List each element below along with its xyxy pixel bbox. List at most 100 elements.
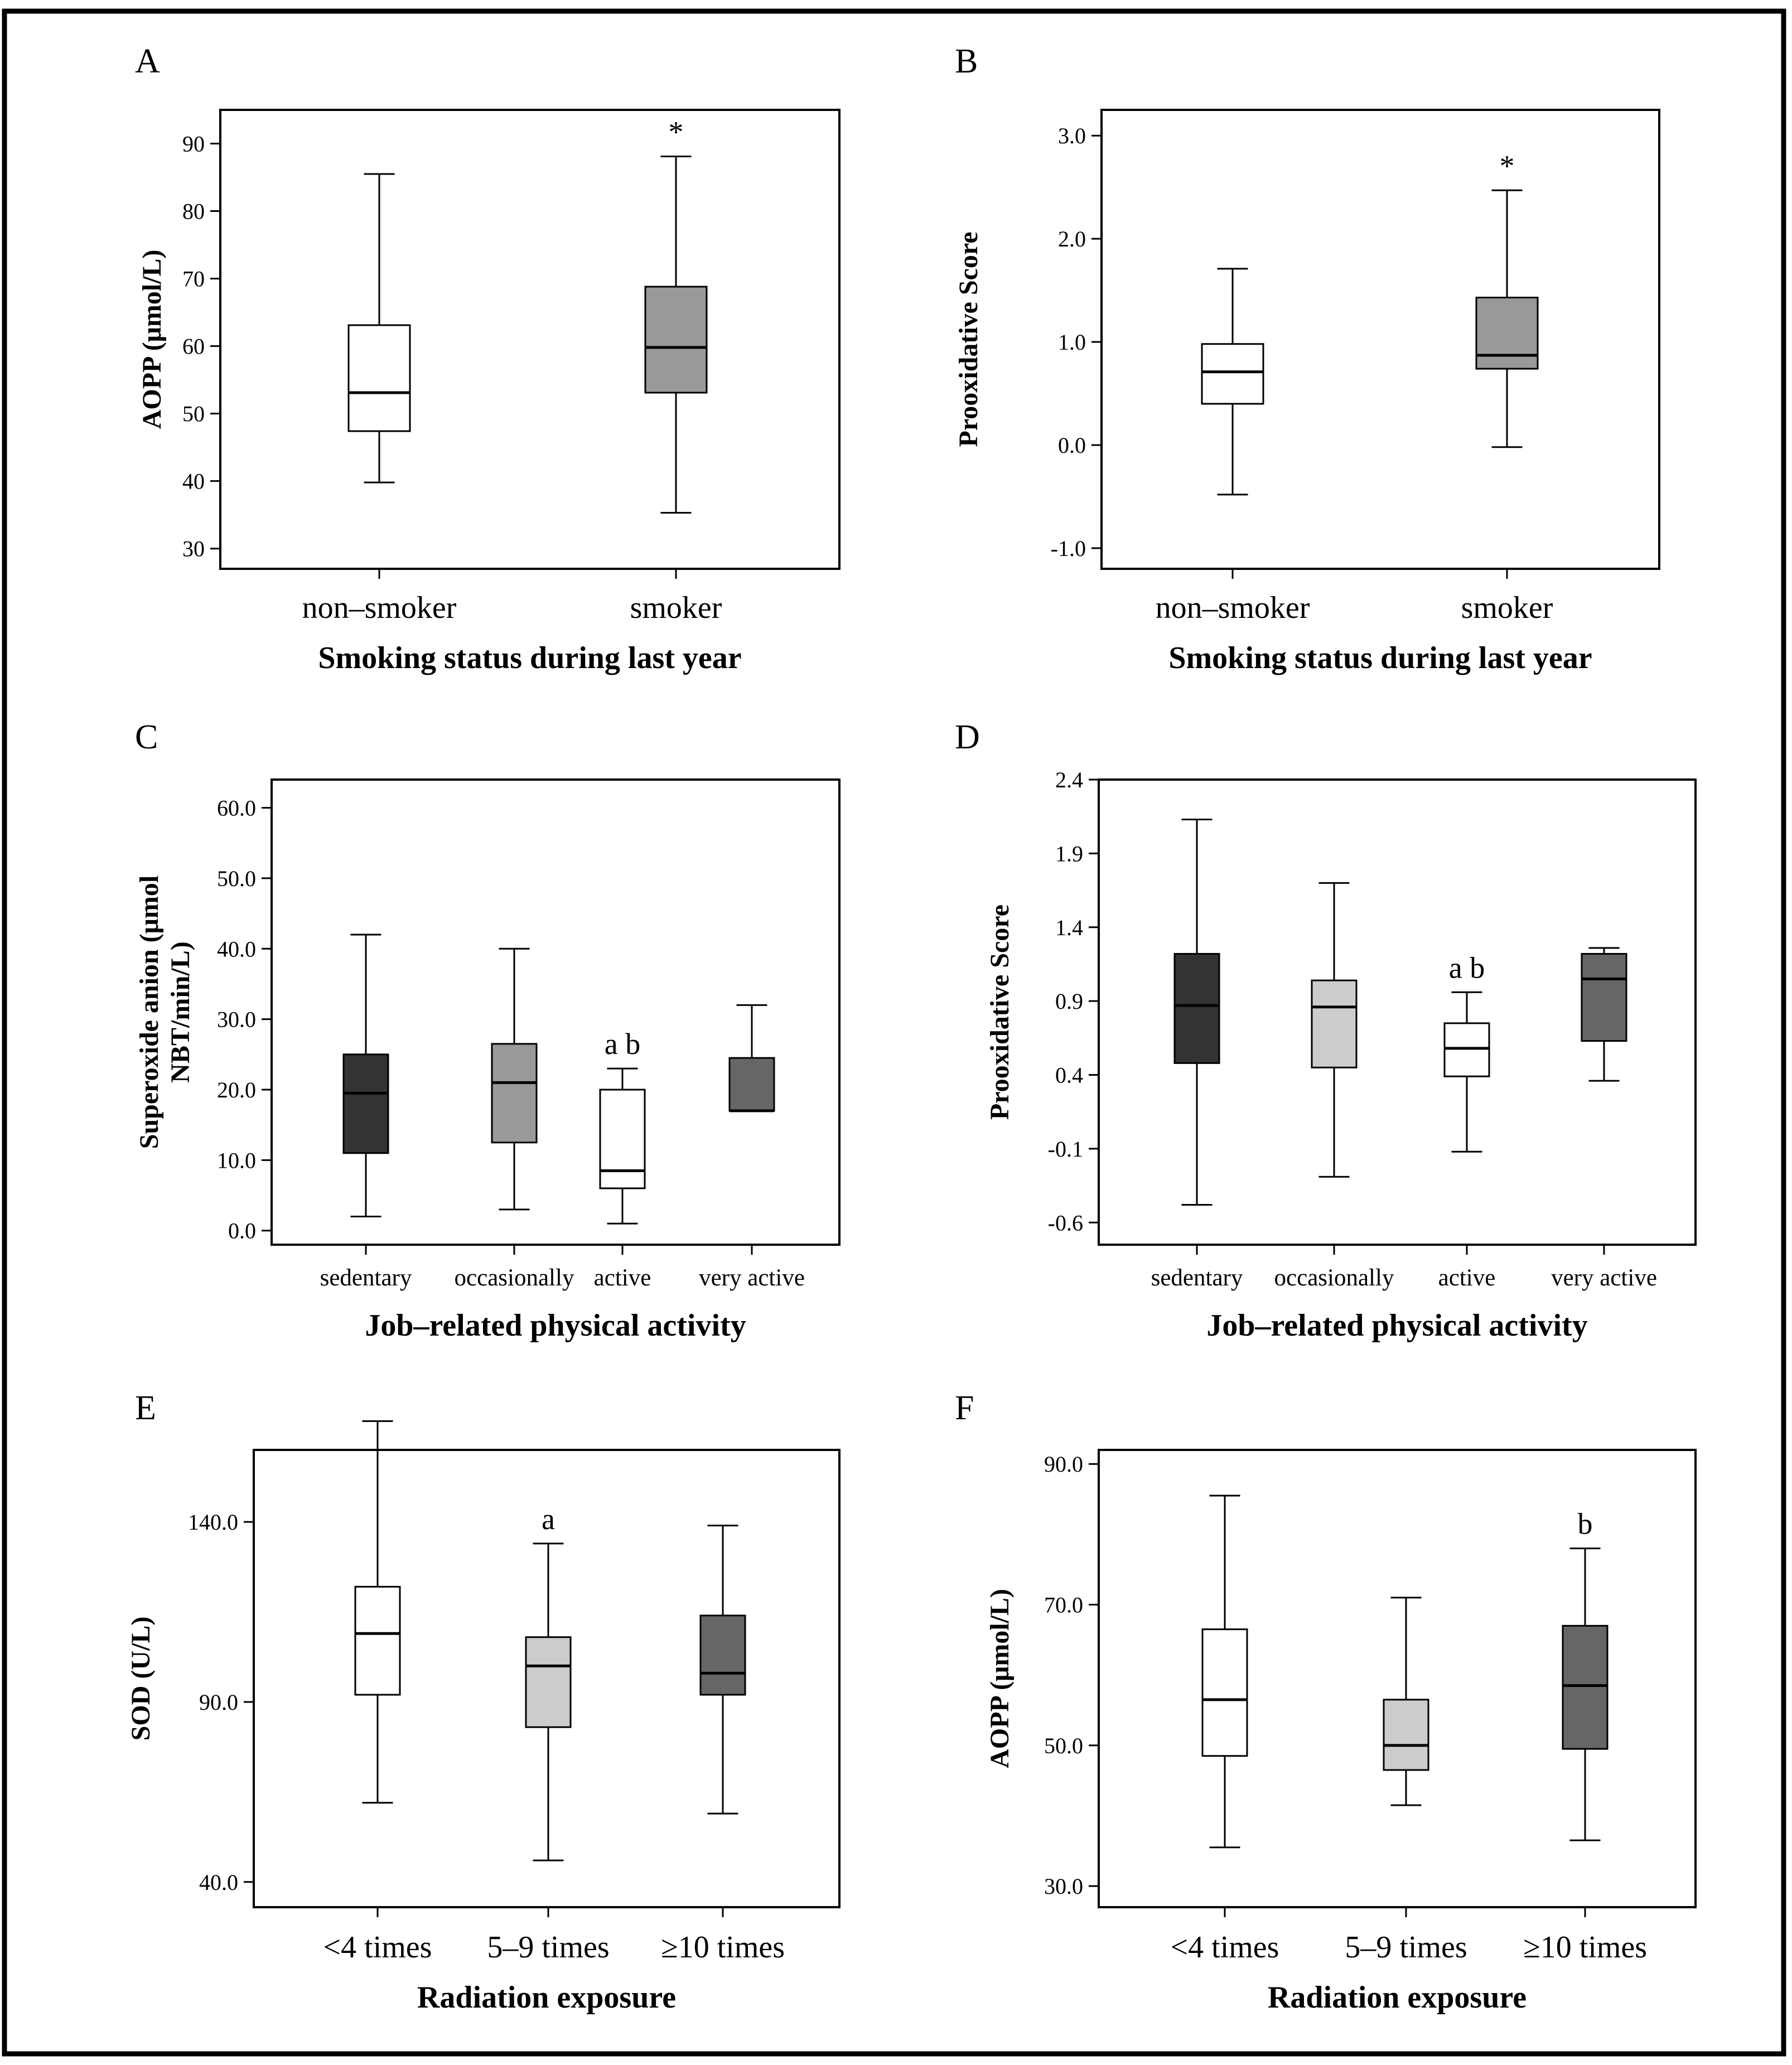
iqr-box — [1581, 952, 1627, 1042]
category-label: occasionally — [455, 1265, 574, 1291]
iqr-box — [1173, 952, 1220, 1064]
y-tick-label: 2.4 — [1055, 767, 1083, 792]
y-tick-label: 50 — [182, 402, 205, 427]
category-label: non–smoker — [1156, 591, 1310, 625]
panel-letter: A — [135, 42, 160, 80]
box-2 — [1383, 1597, 1429, 1806]
y-tick-label: -0.1 — [1048, 1137, 1083, 1162]
plot-frame — [271, 778, 841, 1246]
x-axis-title: Radiation exposure — [1268, 1980, 1527, 2015]
y-axis-title: Prooxidative Score — [954, 231, 983, 447]
y-tick-label: 1.4 — [1055, 915, 1083, 940]
category-label: smoker — [1461, 591, 1553, 625]
category-label: sedentary — [320, 1265, 412, 1291]
iqr-box — [1311, 979, 1358, 1068]
iqr-box — [1201, 1628, 1248, 1757]
y-tick-label: 2.0 — [1058, 226, 1086, 252]
category-label: sedentary — [1151, 1265, 1243, 1291]
category-label: <4 times — [323, 1930, 432, 1965]
iqr-box — [1562, 1624, 1609, 1750]
iqr-box — [491, 1043, 538, 1144]
significance-annotation: a b — [1449, 951, 1485, 984]
category-label: occasionally — [1274, 1265, 1394, 1291]
x-axis-title: Radiation exposure — [417, 1980, 676, 2015]
y-tick-label: 20.0 — [217, 1077, 256, 1102]
category-label: non–smoker — [302, 591, 457, 625]
category-label: smoker — [630, 591, 722, 625]
box-3 — [1562, 1547, 1609, 1841]
box-3 — [699, 1525, 746, 1815]
y-tick-label: 90.0 — [199, 1690, 238, 1715]
x-axis-title: Job–related physical activity — [365, 1308, 746, 1343]
y-tick-label: 30.0 — [217, 1007, 256, 1032]
category-label: ≥10 times — [1523, 1930, 1647, 1965]
x-axis-title: Smoking status during last year — [1168, 641, 1592, 675]
category-label: very active — [1551, 1265, 1657, 1291]
box-4 — [1581, 947, 1627, 1082]
y-tick-label: 30.0 — [1044, 1874, 1083, 1899]
category-label: <4 times — [1171, 1930, 1279, 1965]
panel-letter: F — [955, 1389, 974, 1427]
y-axis-title-line: Superoxide anion (μmol — [134, 876, 164, 1149]
y-tick-label: 50.0 — [1044, 1733, 1083, 1758]
y-tick-label: 70 — [182, 267, 205, 292]
y-axis-title: SOD (U/L) — [126, 1617, 156, 1741]
panel-a: A 30 40 50 60 70 80 90 AOPP (μmol/L) non–smoker sm… — [135, 42, 841, 675]
box-1 — [347, 173, 411, 483]
y-tick-label: 1.9 — [1055, 841, 1083, 866]
significance-annotation: a — [542, 1502, 555, 1536]
box-2 — [644, 156, 708, 514]
y-axis-title: AOPP (μmol/L) — [985, 1589, 1015, 1768]
y-tick-label: 60.0 — [217, 796, 256, 821]
y-tick-label: -1.0 — [1051, 536, 1086, 561]
plot-frame — [253, 1449, 841, 1908]
y-tick-label: 80 — [182, 199, 205, 224]
panel-f: F 30.0 50.0 70.0 90.0 AOPP (μmol/L) <4 times 5–… — [955, 1389, 1697, 2015]
y-tick-label: -0.6 — [1048, 1210, 1083, 1235]
iqr-box — [342, 1053, 389, 1154]
category-label: active — [1438, 1265, 1496, 1291]
y-axis-title: Prooxidative Score — [985, 905, 1015, 1120]
y-tick-label: 140.0 — [188, 1510, 238, 1535]
box-2 — [491, 947, 538, 1211]
box-3 — [599, 1067, 646, 1225]
iqr-box — [1201, 343, 1264, 405]
y-tick-label: 0.0 — [228, 1218, 256, 1244]
x-axis-title: Job–related physical activity — [1206, 1308, 1587, 1343]
y-axis-title: AOPP (μmol/L) — [137, 250, 167, 429]
iqr-box — [525, 1636, 572, 1728]
y-tick-label: 0.9 — [1055, 989, 1083, 1014]
y-tick-label: 3.0 — [1058, 123, 1086, 148]
iqr-box — [1383, 1699, 1429, 1771]
panel-e: E 40.0 90.0 140.0 SOD (U/L) <4 times 5–9 times… — [126, 1389, 841, 2015]
y-tick-label: 0.0 — [1058, 433, 1086, 458]
iqr-box — [644, 286, 708, 394]
box-1 — [1173, 818, 1220, 1206]
panel-b: B -1.0 0.0 1.0 2.0 3.0 Prooxidative Score non–s… — [954, 42, 1660, 675]
plot-frame — [1100, 109, 1660, 570]
panels: A 30 40 50 60 70 80 90 AOPP (μmol/L) non–smoker sm… — [126, 42, 1697, 2015]
y-axis-title-line: NBT/min/L) — [166, 941, 195, 1082]
y-tick-label: 60 — [182, 334, 205, 359]
panel-c: C 0.0 10.0 20.0 30.0 40.0 50.0 60.0 Superoxide a… — [134, 718, 841, 1343]
box-1 — [1201, 268, 1264, 496]
panel-letter: B — [955, 42, 978, 80]
category-label: active — [594, 1265, 651, 1291]
panel-d: D -0.6 -0.1 0.4 0.9 1.4 1.9 2.4 Prooxidative Sco… — [955, 718, 1697, 1343]
box-2 — [1311, 882, 1358, 1178]
category-label: 5–9 times — [487, 1930, 609, 1965]
category-label: very active — [699, 1265, 805, 1291]
iqr-box — [347, 324, 411, 432]
y-tick-label: 40.0 — [217, 936, 256, 961]
box-3 — [1443, 991, 1490, 1153]
box-1 — [342, 934, 389, 1217]
iqr-box — [1475, 297, 1539, 370]
y-tick-label: 70.0 — [1044, 1593, 1083, 1618]
iqr-box — [354, 1585, 401, 1696]
significance-annotation: * — [1500, 149, 1515, 182]
box-1 — [1201, 1495, 1248, 1849]
y-tick-label: 0.4 — [1055, 1063, 1083, 1088]
category-label: ≥10 times — [661, 1930, 785, 1965]
plot-frame — [1098, 1449, 1697, 1908]
